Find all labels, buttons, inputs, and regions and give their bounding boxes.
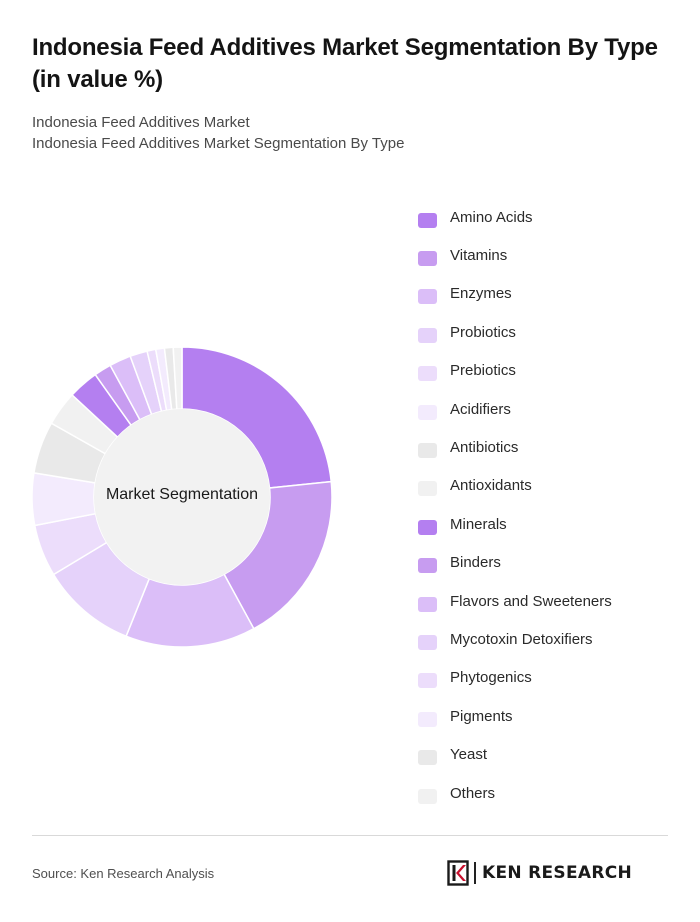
legend-item-enzymes: Enzymes: [418, 275, 688, 313]
legend-label: Prebiotics: [450, 362, 516, 380]
legend-item-mycotoxin-detoxifiers: Mycotoxin Detoxifiers: [418, 620, 688, 658]
legend-label: Binders: [450, 554, 501, 572]
legend-item-antibiotics: Antibiotics: [418, 428, 688, 466]
source-note: Source: Ken Research Analysis: [32, 866, 215, 881]
legend-label: Probiotics: [450, 323, 516, 341]
legend-item-vitamins: Vitamins: [418, 236, 688, 274]
legend-label: Pigments: [450, 707, 513, 725]
legend-swatch: [418, 750, 437, 766]
legend-swatch: [418, 481, 437, 497]
legend-swatch: [418, 366, 437, 382]
legend-swatch: [418, 212, 437, 228]
chart-title: Indonesia Feed Additives Market Segmenta…: [32, 34, 658, 93]
legend-item-pigments: Pigments: [418, 697, 688, 735]
legend-item-acidifiers: Acidifiers: [418, 390, 688, 428]
legend-swatch: [418, 558, 437, 574]
chart-legend: Amino Acids Vitamins Enzymes Probiotics Preb…: [418, 198, 688, 812]
legend-label: Vitamins: [450, 247, 508, 265]
legend-item-phytogenics: Phytogenics: [418, 659, 688, 697]
logo-separator: [474, 862, 476, 884]
legend-label: Phytogenics: [450, 669, 532, 687]
legend-item-binders: Binders: [418, 544, 688, 582]
legend-swatch: [418, 634, 437, 650]
legend-item-yeast: Yeast: [418, 735, 688, 773]
legend-swatch: [418, 443, 437, 459]
legend-swatch: [418, 251, 437, 267]
legend-label: Acidifiers: [450, 400, 511, 418]
logo-text: KEN RESEARCH: [482, 863, 633, 883]
donut-center-label: Market Segmentation: [105, 486, 259, 503]
legend-label: Minerals: [450, 515, 507, 533]
legend-swatch: [418, 289, 437, 305]
legend-swatch: [418, 788, 437, 804]
chart-subtitle: Indonesia Feed Additives Market Indonesi…: [32, 112, 652, 154]
subtitle-line-2: Indonesia Feed Additives Market Segmenta…: [32, 135, 405, 152]
donut-center: [94, 409, 270, 585]
legend-swatch: [418, 519, 437, 535]
footer-divider: [32, 835, 668, 836]
ken-research-logo-icon: [447, 860, 469, 886]
legend-item-minerals: Minerals: [418, 505, 688, 543]
legend-item-amino-acids: Amino Acids: [418, 198, 688, 236]
legend-swatch: [418, 711, 437, 727]
legend-item-probiotics: Probiotics: [418, 313, 688, 351]
legend-label: Enzymes: [450, 285, 512, 303]
subtitle-line-1: Indonesia Feed Additives Market: [32, 114, 250, 131]
legend-swatch: [418, 673, 437, 689]
donut-chart: [31, 346, 333, 648]
legend-item-others: Others: [418, 774, 688, 812]
ken-research-logo: KEN RESEARCH: [447, 860, 632, 886]
legend-swatch: [418, 596, 437, 612]
legend-label: Flavors and Sweeteners: [450, 592, 612, 610]
legend-item-prebiotics: Prebiotics: [418, 352, 688, 390]
legend-swatch: [418, 327, 437, 343]
legend-label: Mycotoxin Detoxifiers: [450, 630, 593, 648]
legend-swatch: [418, 404, 437, 420]
legend-label: Antibiotics: [450, 439, 519, 457]
legend-item-flavors-and-sweeteners: Flavors and Sweeteners: [418, 582, 688, 620]
legend-item-antioxidants: Antioxidants: [418, 467, 688, 505]
legend-label: Amino Acids: [450, 208, 533, 226]
legend-label: Antioxidants: [450, 477, 532, 495]
legend-label: Yeast: [450, 746, 487, 764]
legend-label: Others: [450, 784, 496, 802]
